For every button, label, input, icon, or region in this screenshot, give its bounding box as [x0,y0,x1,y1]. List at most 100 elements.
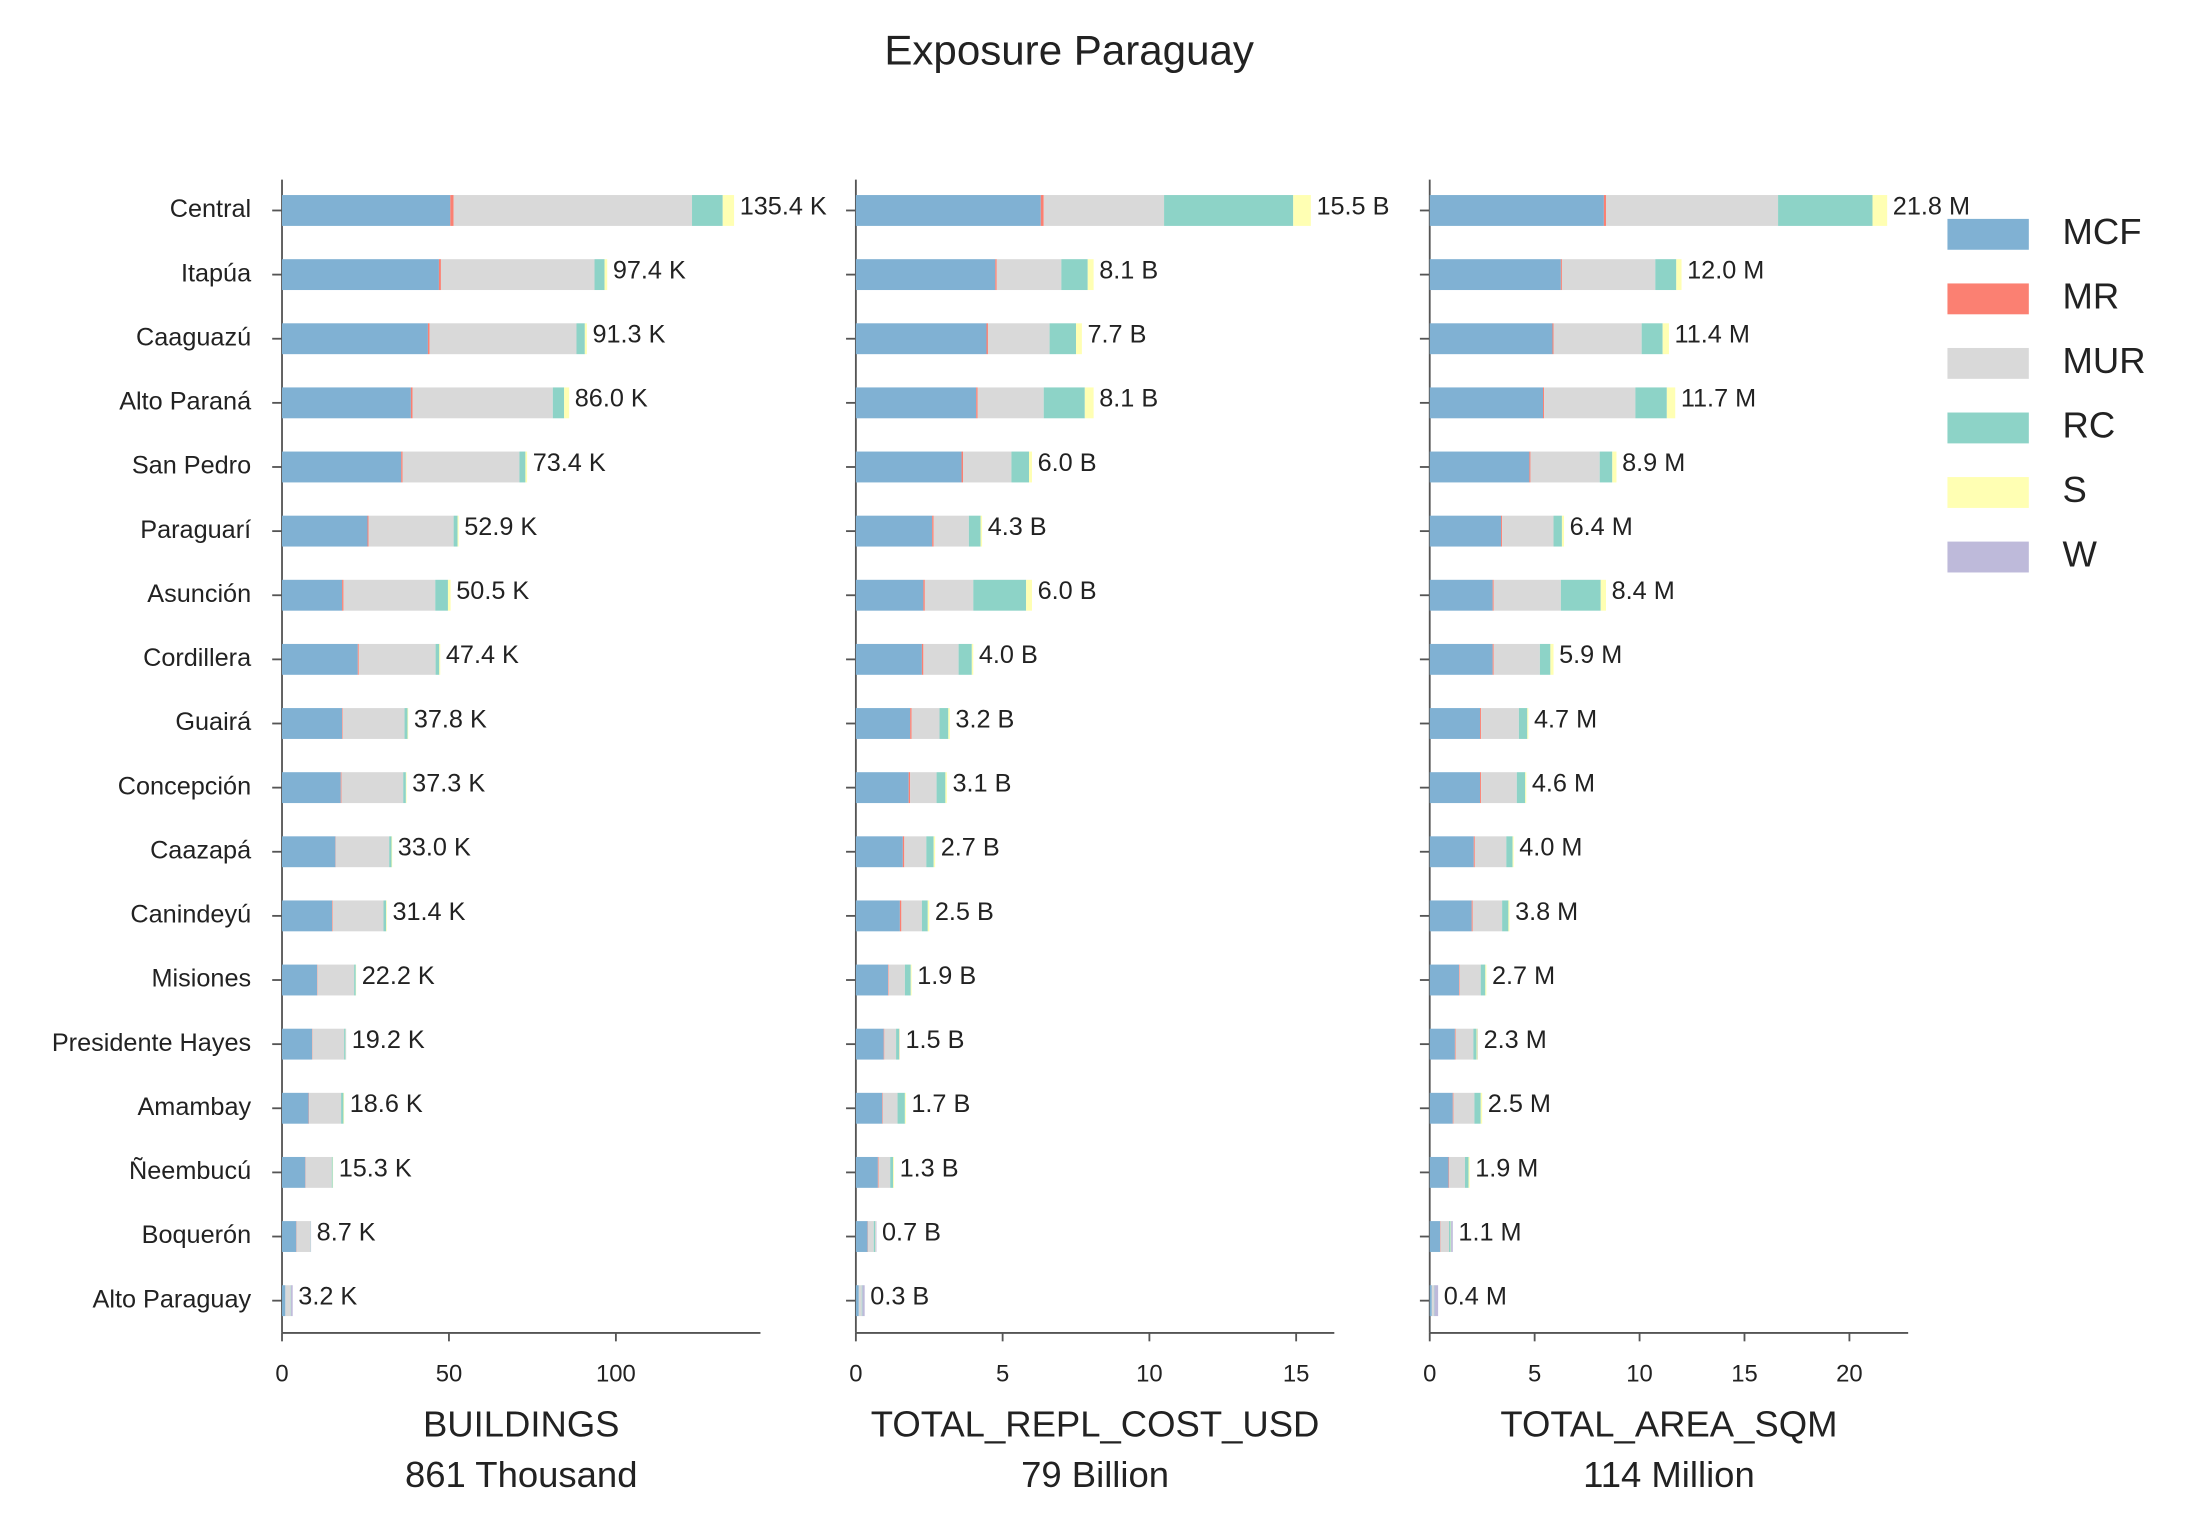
bar-segment [858,1285,862,1317]
bar-segment [1429,1028,1455,1060]
bar-segment [343,1092,345,1124]
bar-segment [1429,1156,1449,1188]
bar-segment [1552,323,1554,355]
bar-segment [910,708,912,739]
total-label: 135.4 K [740,192,827,220]
bar-segment [335,836,390,868]
bar-segment [1049,323,1077,355]
bar-segment [407,708,409,739]
bar-segment [403,772,406,804]
total-label: 4.3 B [988,513,1047,541]
bar-segment [282,259,439,291]
bar-segment [933,515,969,547]
bar-segment [305,1156,332,1188]
bar-segment [1453,1092,1475,1124]
bar-segment [1449,1221,1451,1252]
bar-segment [282,1285,286,1317]
bar-segment [901,900,922,932]
x-tick-label: 15 [1731,1360,1758,1387]
x-tick-label: 5 [996,1360,1009,1387]
bar-segment [332,900,384,932]
bar-segment [1429,900,1472,932]
bar-segment [945,772,947,804]
bar-segment [996,259,1062,291]
bar-segment [933,836,936,868]
x-axis-note: 861 Thousand [405,1454,638,1495]
bar-segment [1468,1156,1470,1188]
bar-segment [861,1285,863,1317]
bar-segment [855,643,922,675]
bar-segment [332,900,333,932]
bar-segment [855,1156,878,1188]
bar-segment [344,1028,346,1060]
bar-segment [980,515,983,547]
legend-swatch [1947,477,2029,508]
total-label: 3.8 M [1515,898,1578,926]
bar-segment [1502,900,1509,932]
bar-segment [855,323,987,355]
bar-segment [282,579,343,611]
bar-segment [435,643,440,675]
bar-segment [1561,259,1656,291]
y-tick-label: Itapúa [181,259,252,287]
bar-segment [282,900,333,932]
bar-segment [904,964,911,996]
bar-segment [897,1092,905,1124]
bar-segment [908,772,911,804]
bar-segment [924,579,974,611]
bar-segment [1434,1285,1439,1317]
bar-segment [1452,1092,1454,1124]
bar-segment [855,195,1041,226]
bar-segment [343,579,436,611]
bar-segment [1516,772,1526,804]
total-label: 2.5 M [1488,1090,1551,1118]
bar-segment [1512,836,1514,868]
bar-segment [383,900,387,932]
total-label: 3.2 B [955,705,1014,733]
bar-segment [291,1285,293,1317]
bar-segment [855,772,909,804]
bar-segment [427,323,430,355]
bar-segment [927,900,930,932]
bar-segment [1872,195,1888,226]
total-label: 11.7 M [1681,385,1756,413]
total-label: 3.2 K [298,1283,357,1311]
bar-segment [1605,195,1779,226]
bar-segment [904,836,927,868]
bar-segment [1459,964,1481,996]
x-tick-label: 20 [1836,1360,1863,1387]
total-label: 33.0 K [398,834,471,862]
bar-segment [1429,259,1561,291]
bar-segment [1040,195,1044,226]
bar-segment [1087,259,1094,291]
x-axis-note: 114 Million [1583,1454,1755,1495]
bar-segment [282,195,451,226]
total-label: 91.3 K [592,321,665,349]
bar-segment [921,643,924,675]
bar-segment [342,708,343,739]
bar-segment [282,515,368,547]
bar-segment [1525,772,1527,804]
y-tick-label: Asunción [147,580,251,608]
bar-segment [888,964,889,996]
bar-segment [576,323,585,355]
bar-segment [584,323,587,355]
bar-segment [1480,964,1486,996]
bar-segment [855,708,911,739]
total-label: 11.4 M [1675,321,1750,349]
bar-segment [722,195,735,226]
bar-segment [1474,836,1507,868]
total-label: 1.9 M [1475,1154,1538,1182]
bar-segment [1471,900,1473,932]
total-label: 0.4 M [1444,1283,1507,1311]
bar-segment [883,1028,885,1060]
bar-segment [552,387,565,419]
bar-segment [910,772,937,804]
bar-segment [405,772,407,804]
bar-segment [1553,323,1642,355]
bar-segment [282,1156,306,1188]
total-label: 6.0 B [1038,577,1097,605]
legend-label: MUR [2063,340,2146,381]
bar-segment [1666,387,1676,419]
bar-segment [1641,323,1663,355]
